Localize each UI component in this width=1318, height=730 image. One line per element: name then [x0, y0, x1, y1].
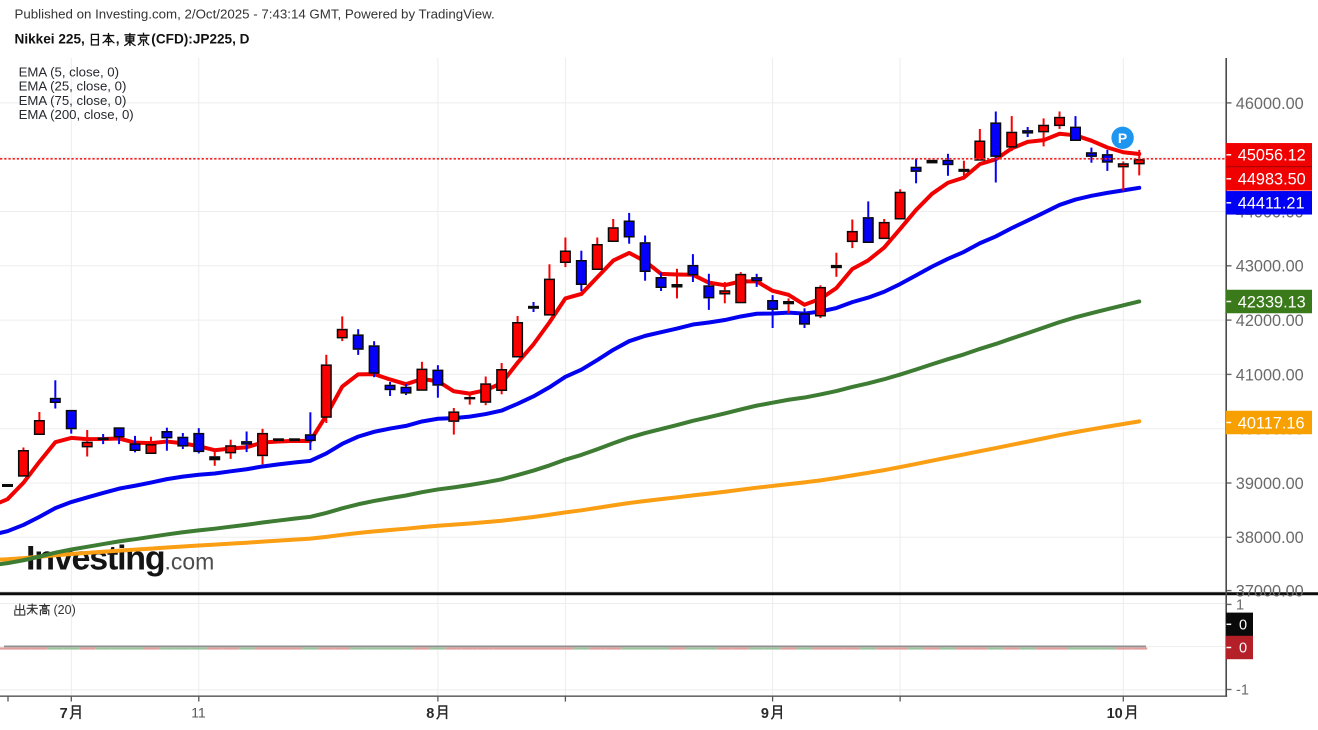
svg-text:42000.00: 42000.00	[1236, 312, 1304, 330]
svg-text:(CFD):JP225, D: (CFD):JP225, D	[151, 32, 249, 47]
svg-text:45056.12: 45056.12	[1238, 147, 1306, 165]
svg-text:9: 9	[761, 706, 769, 722]
svg-text:43000.00: 43000.00	[1236, 258, 1304, 276]
svg-text:11: 11	[191, 706, 205, 721]
svg-text:Nikkei 225,: Nikkei 225,	[15, 32, 85, 47]
svg-text:P: P	[1118, 130, 1127, 146]
svg-text:40117.16: 40117.16	[1238, 414, 1305, 432]
svg-text:EMA (5, close, 0): EMA (5, close, 0)	[19, 65, 119, 80]
svg-text:39000.00: 39000.00	[1236, 475, 1304, 493]
svg-text:7: 7	[60, 706, 68, 722]
svg-text:0: 0	[1239, 641, 1247, 657]
svg-text:10: 10	[1107, 706, 1123, 722]
svg-text:Published on Investing.com, 2/: Published on Investing.com, 2/Oct/2025 -…	[15, 7, 495, 22]
svg-text:41000.00: 41000.00	[1236, 366, 1304, 384]
svg-text:1: 1	[1236, 598, 1244, 614]
svg-text:(20): (20)	[54, 603, 76, 617]
svg-text:8: 8	[426, 706, 434, 722]
svg-text:EMA (75, close, 0): EMA (75, close, 0)	[19, 93, 127, 108]
svg-text:,: ,	[116, 32, 120, 47]
svg-text:38000.00: 38000.00	[1236, 529, 1304, 547]
svg-text:37000.00: 37000.00	[1236, 583, 1304, 601]
svg-text:-1: -1	[1236, 683, 1249, 699]
svg-text:EMA (200, close, 0): EMA (200, close, 0)	[19, 107, 134, 122]
svg-text:EMA (25, close, 0): EMA (25, close, 0)	[19, 79, 127, 94]
svg-text:42339.13: 42339.13	[1238, 293, 1306, 311]
svg-text:0: 0	[1239, 618, 1247, 634]
svg-text:44411.21: 44411.21	[1238, 195, 1305, 213]
svg-text:46000.00: 46000.00	[1236, 95, 1304, 113]
svg-text:44983.50: 44983.50	[1238, 171, 1306, 189]
svg-text:Investing.com: Investing.com	[26, 539, 214, 577]
